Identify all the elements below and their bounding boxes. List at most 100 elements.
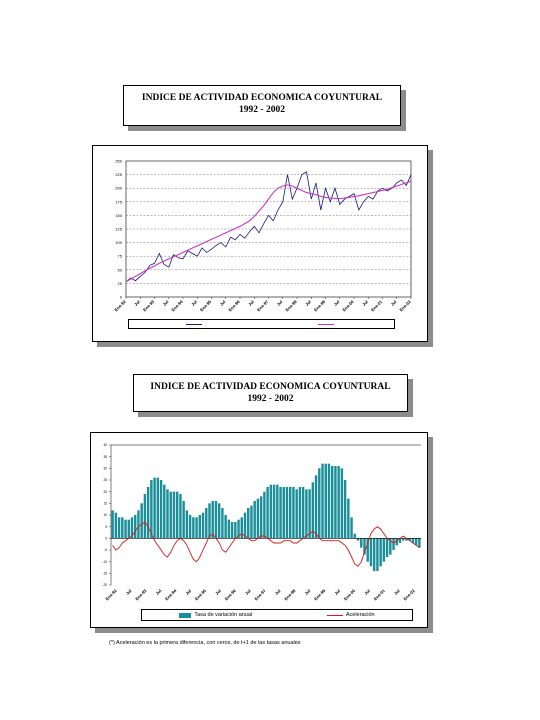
- chart2-xtick-label: Ene-96: [224, 588, 238, 602]
- chart2-bar: [253, 501, 256, 539]
- chart1-ytick-label: 100: [115, 240, 122, 245]
- chart1-xtick-label: Jul: [276, 299, 284, 307]
- chart1-ytick-label: 175: [115, 199, 122, 204]
- chart2-xtick-label: Ene-93: [134, 588, 148, 602]
- chart2-bar: [292, 487, 295, 539]
- chart2-bar: [121, 517, 124, 539]
- chart2-bar: [279, 487, 282, 539]
- chart2-ytick-label: -5: [104, 548, 107, 552]
- chart2-xtick-label: Ene-97: [253, 588, 267, 602]
- chart1-legend-item-2: [318, 323, 337, 325]
- chart2-bar: [289, 487, 292, 539]
- chart2-bar: [389, 538, 392, 555]
- chart1-xtick-label: Ene-02: [398, 299, 412, 313]
- chart2-bar: [411, 538, 415, 543]
- chart2-ytick-label: -15: [102, 572, 107, 576]
- chart2-bar: [169, 491, 172, 539]
- chart2-ytick-label: 20: [103, 490, 107, 494]
- chart2-bar: [398, 538, 402, 543]
- chart2-bar: [224, 515, 227, 539]
- chart2-bar: [134, 515, 137, 539]
- chart2-bar: [166, 489, 169, 539]
- chart1-ytick-label: 75: [118, 254, 123, 259]
- chart2-xtick-label: Jul: [244, 588, 252, 596]
- chart1-ytick-label: 225: [115, 172, 122, 177]
- chart1-xtick-label: Ene-93: [142, 299, 156, 313]
- chart2-bar: [334, 466, 337, 539]
- chart2-bar: [405, 538, 408, 541]
- chart2-bar: [327, 463, 331, 539]
- chart1-ytick-label: 200: [115, 186, 122, 191]
- chart2-subtitle: 1992 - 2002: [247, 394, 294, 404]
- chart1-ytick-label: 125: [115, 227, 122, 232]
- chart2-bar: [363, 538, 366, 555]
- chart2-bar: [124, 519, 127, 539]
- chart2-xtick-label: Jul: [363, 588, 371, 596]
- chart2-xtick-label: Ene-01: [373, 588, 387, 602]
- chart2-xtick-label: Jul: [304, 588, 312, 596]
- chart2-bar: [192, 517, 195, 539]
- chart2-bar: [402, 538, 405, 541]
- chart2-legend-label-1: Tasa de variación anual: [194, 612, 253, 618]
- chart2-bar: [408, 538, 411, 541]
- chart2-bar: [159, 480, 163, 539]
- chart2-xtick-label: Jul: [214, 588, 222, 596]
- chart1-xtick-label: Ene-94: [170, 299, 184, 313]
- chart2-bar: [198, 515, 202, 539]
- chart2-legend-item-1: Tasa de variación anual: [179, 612, 252, 618]
- chart1-series-line-2: [125, 180, 412, 283]
- chart2-bar: [353, 533, 357, 539]
- chart1-xtick-label: Ene-92: [113, 299, 127, 313]
- chart2-bar: [321, 463, 324, 539]
- chart2-bar: [418, 538, 421, 548]
- chart2-bar: [266, 487, 269, 539]
- chart2-bar: [305, 489, 308, 539]
- chart2-bar: [130, 517, 134, 539]
- chart2-bar: [314, 475, 318, 539]
- chart1-xtick-label: Jul: [333, 299, 341, 307]
- chart2-bar: [356, 538, 360, 541]
- chart1-series-line-1: [125, 171, 412, 283]
- chart2-bar: [263, 491, 266, 539]
- chart2-bar: [182, 501, 185, 539]
- chart2-bar: [385, 538, 389, 557]
- chart1-xtick-label: Ene-99: [313, 299, 327, 313]
- chart2-ytick-label: 30: [103, 467, 107, 471]
- chart2-bar: [337, 466, 340, 539]
- chart2-series-line: [112, 521, 420, 567]
- chart2-xtick-label: Jul: [393, 588, 401, 596]
- chart2-ytick-label: 10: [103, 513, 107, 517]
- chart2-bar: [395, 538, 398, 546]
- chart2-bar: [366, 538, 369, 562]
- chart2-bar: [276, 484, 279, 539]
- chart1-ytick-label: 150: [115, 213, 122, 218]
- chart2-bar: [318, 468, 321, 539]
- chart2-bar: [330, 466, 334, 539]
- chart2-ytick-label: 0: [105, 537, 107, 541]
- chart2-bar: [234, 522, 237, 539]
- chart2-bar: [201, 512, 205, 539]
- chart1-legend-swatch-2: [318, 323, 335, 325]
- chart1-panel: 250 225 200 175 150 125 100 75 50 25 0 Ene-92 Jul Ene…: [92, 145, 428, 342]
- chart1-ytick-label: 0: [120, 295, 123, 300]
- chart2-bar: [392, 538, 395, 550]
- chart2-xtick-label: Ene-95: [194, 588, 208, 602]
- chart1-subtitle: 1992 - 2002: [239, 105, 285, 115]
- chart2-bar: [127, 519, 130, 539]
- chart2-bar: [272, 484, 276, 539]
- chart1-xtick-label: Jul: [133, 299, 141, 307]
- chart1-xtick-label: Jul: [190, 299, 198, 307]
- chart2-bar: [175, 491, 179, 539]
- chart1-xtick-label: Jul: [390, 299, 398, 307]
- chart1-title-box: INDICE DE ACTIVIDAD ECONOMICA COYUNTURAL…: [123, 85, 401, 126]
- chart2-xtick-label: Jul: [155, 588, 163, 596]
- chart2-bar: [285, 487, 289, 539]
- chart2-bar: [195, 517, 198, 539]
- chart2-legend: Tasa de variación anual Aceleración: [141, 609, 413, 621]
- chart2-ytick-label: 35: [103, 455, 107, 459]
- chart2-bar: [347, 498, 350, 539]
- chart1-xtick-label: Ene-98: [284, 299, 298, 313]
- chart2-bar: [240, 517, 243, 539]
- chart2-panel: -20 -15 -10 -5 0 5 10 15 20 25 30 35 40 Ene-92 Jul Ene-…: [90, 432, 428, 628]
